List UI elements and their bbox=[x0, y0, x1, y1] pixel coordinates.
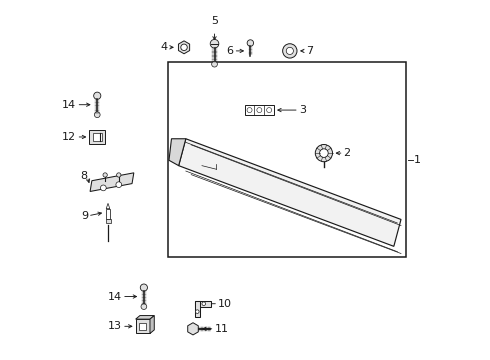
Text: 12: 12 bbox=[62, 132, 76, 142]
Polygon shape bbox=[178, 41, 190, 54]
Circle shape bbox=[141, 304, 147, 310]
Circle shape bbox=[210, 40, 219, 48]
Bar bbox=[106, 209, 110, 220]
Circle shape bbox=[315, 144, 333, 162]
Circle shape bbox=[247, 40, 254, 46]
Polygon shape bbox=[106, 203, 110, 209]
Circle shape bbox=[212, 61, 218, 67]
Bar bbox=[93, 133, 101, 141]
Circle shape bbox=[100, 185, 106, 191]
Polygon shape bbox=[150, 316, 154, 333]
Circle shape bbox=[140, 284, 147, 291]
Text: 8: 8 bbox=[80, 171, 87, 181]
Circle shape bbox=[116, 182, 122, 188]
Text: 7: 7 bbox=[306, 46, 313, 56]
Text: 9: 9 bbox=[81, 211, 88, 221]
Bar bbox=[245, 105, 274, 115]
Polygon shape bbox=[195, 301, 211, 307]
Circle shape bbox=[117, 173, 121, 177]
Text: 2: 2 bbox=[343, 148, 351, 158]
Circle shape bbox=[103, 173, 107, 177]
Text: 1: 1 bbox=[414, 155, 421, 165]
Text: 10: 10 bbox=[218, 299, 232, 309]
Circle shape bbox=[202, 302, 205, 306]
Text: 3: 3 bbox=[299, 105, 306, 115]
Circle shape bbox=[319, 149, 328, 157]
Polygon shape bbox=[90, 173, 134, 192]
Circle shape bbox=[181, 44, 187, 50]
Circle shape bbox=[286, 47, 294, 54]
Circle shape bbox=[94, 92, 101, 99]
Text: 11: 11 bbox=[215, 324, 228, 334]
Polygon shape bbox=[169, 139, 186, 166]
Bar bbox=[89, 130, 105, 144]
Circle shape bbox=[95, 112, 100, 118]
Text: 13: 13 bbox=[108, 321, 122, 331]
Polygon shape bbox=[195, 301, 200, 318]
Polygon shape bbox=[179, 139, 401, 246]
Bar bbox=[139, 323, 147, 330]
Circle shape bbox=[267, 108, 271, 113]
Circle shape bbox=[283, 44, 297, 58]
Circle shape bbox=[196, 310, 199, 314]
Text: 4: 4 bbox=[161, 42, 168, 52]
Bar bbox=[168, 62, 406, 257]
Text: 14: 14 bbox=[62, 100, 76, 110]
Circle shape bbox=[257, 108, 262, 113]
Bar bbox=[136, 319, 150, 333]
Polygon shape bbox=[188, 323, 198, 335]
Circle shape bbox=[247, 108, 252, 113]
Text: 5: 5 bbox=[211, 16, 218, 26]
Text: 6: 6 bbox=[226, 46, 234, 56]
Polygon shape bbox=[136, 316, 154, 319]
Bar bbox=[105, 220, 111, 223]
Text: 14: 14 bbox=[108, 292, 122, 302]
